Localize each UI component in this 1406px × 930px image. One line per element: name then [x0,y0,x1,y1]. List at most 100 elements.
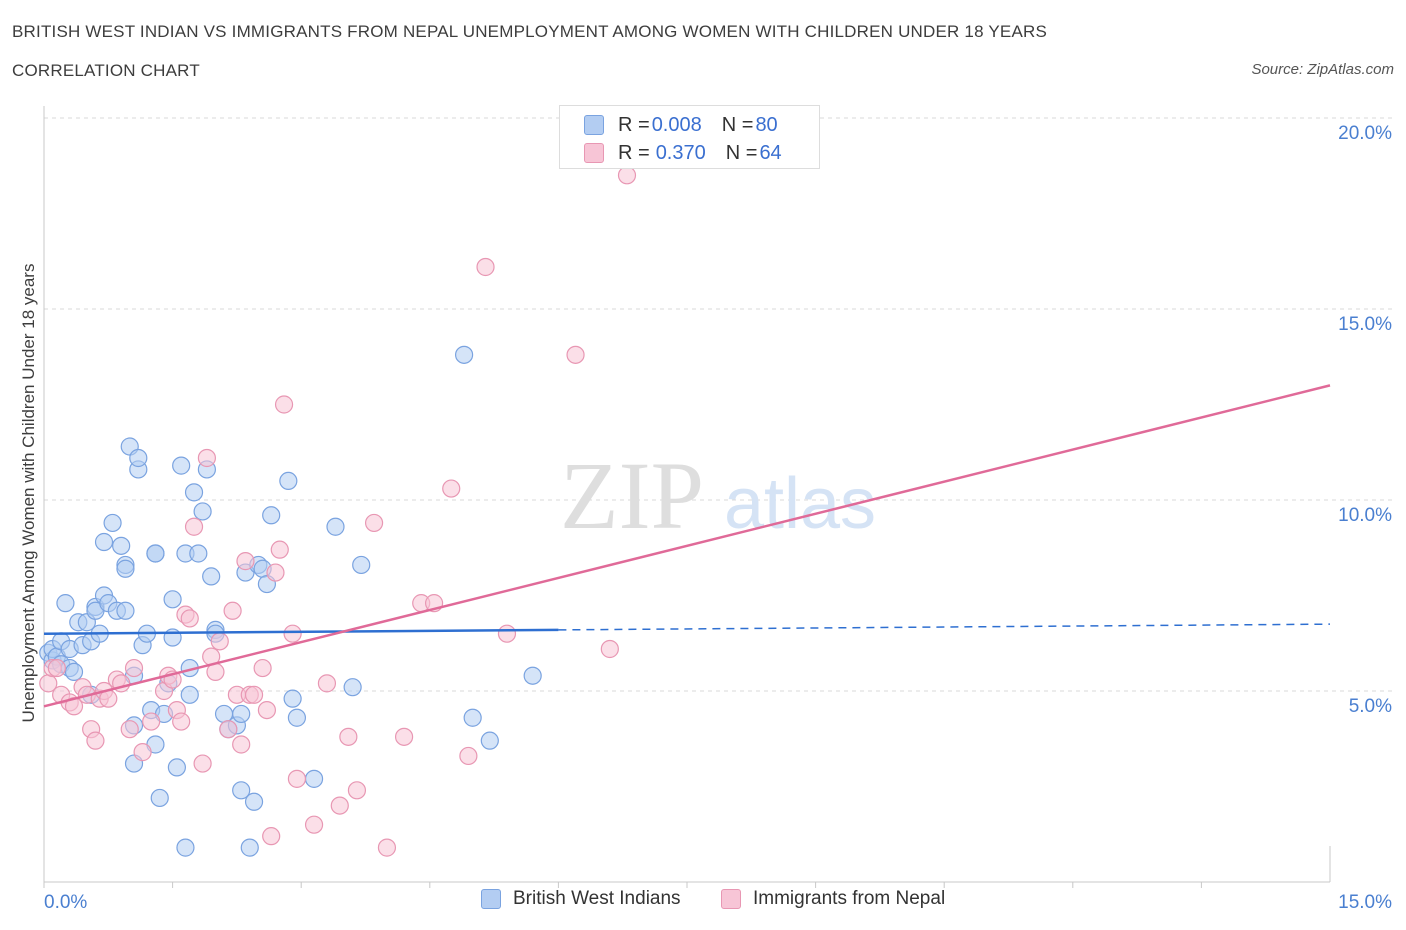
point-immigrants-from-nepal [566,345,585,364]
point-british-west-indians [279,471,298,490]
legend-item-british-west-indians[interactable]: British West Indians [481,888,681,910]
point-british-west-indians [167,758,186,777]
point-british-west-indians [326,517,345,536]
point-immigrants-from-nepal [180,609,199,628]
point-immigrants-from-nepal [283,624,302,643]
point-british-west-indians [184,483,204,502]
legend: British West Indians Immigrants from Nep… [0,888,1406,916]
point-british-west-indians [232,781,251,800]
point-british-west-indians [283,689,302,708]
point-british-west-indians [176,838,195,857]
chart-title: BRITISH WEST INDIAN VS IMMIGRANTS FROM N… [12,22,1047,41]
point-british-west-indians [64,662,84,682]
point-british-west-indians [112,536,131,555]
stats-swatch-pink [584,143,604,163]
point-immigrants-from-nepal [266,563,285,582]
axes [43,106,1331,888]
point-british-west-indians [463,708,482,727]
stats-n-value: 64 [759,141,782,164]
point-immigrants-from-nepal [257,700,277,720]
chart-subtitle: CORRELATION CHART [12,61,200,80]
point-immigrants-from-nepal [600,639,619,659]
point-british-west-indians [146,544,165,563]
tick-labels: 5.0% 10.0% 15.0% 20.0% 0.0% 15.0% [44,123,1392,913]
point-british-west-indians [232,704,251,724]
grid-lines [44,117,1392,692]
stats-n-label: N = [725,141,758,164]
point-british-west-indians [352,555,371,575]
trend-line-british-west-indians [43,628,559,635]
point-british-west-indians [193,502,212,521]
y-tick-label: 10.0% [1338,505,1392,526]
point-immigrants-from-nepal [459,746,478,766]
stats-row-blue: R = 0.008 N = 80 [584,112,778,138]
legend-swatch-blue [481,889,501,909]
point-immigrants-from-nepal [304,815,324,834]
stats-box: R = 0.008 N = 80 R = 0.370 N = 64 [559,105,820,169]
legend-label: British West Indians [513,888,681,909]
legend-item-immigrants-from-nepal[interactable]: Immigrants from Nepal [721,888,945,910]
series-immigrants-from-nepal [39,166,637,857]
point-british-west-indians [172,456,191,475]
watermark-zip: ZIP [560,442,704,549]
point-immigrants-from-nepal [442,479,461,498]
point-immigrants-from-nepal [219,720,238,739]
point-immigrants-from-nepal [330,796,349,815]
point-immigrants-from-nepal [236,552,255,571]
point-immigrants-from-nepal [133,743,152,762]
stats-r-value: 0.370 [655,141,706,164]
point-immigrants-from-nepal [317,674,337,693]
stats-swatch-blue [584,115,604,135]
point-immigrants-from-nepal [364,513,384,533]
x-tick-label: 0.0% [44,892,87,913]
x-tick-label: 15.0% [1338,892,1392,913]
point-immigrants-from-nepal [124,658,144,678]
point-immigrants-from-nepal [274,395,294,414]
point-british-west-indians [116,601,135,620]
point-immigrants-from-nepal [172,712,191,731]
point-british-west-indians [163,590,182,609]
legend-label: Immigrants from Nepal [753,888,946,909]
legend-swatch-pink [721,889,741,909]
point-immigrants-from-nepal [142,712,161,731]
point-british-west-indians [480,731,499,750]
point-british-west-indians [94,532,114,552]
point-immigrants-from-nepal [232,735,251,754]
point-immigrants-from-nepal [120,720,139,739]
point-british-west-indians [523,666,542,685]
trend-extension-british-west-indians [558,623,1331,631]
point-immigrants-from-nepal [253,658,272,678]
point-immigrants-from-nepal [223,601,242,620]
point-immigrants-from-nepal [617,166,637,185]
y-axis-label: Unemployment Among Women with Children U… [19,264,38,723]
y-tick-label: 5.0% [1349,696,1392,717]
stats-row-pink: R = 0.370 N = 64 [584,140,782,166]
stats-r-label: R = [618,141,650,164]
point-british-west-indians [129,448,148,468]
point-british-west-indians [454,345,474,364]
point-immigrants-from-nepal [497,624,517,643]
y-tick-label: 20.0% [1338,123,1392,144]
point-british-west-indians [262,506,281,525]
point-british-west-indians [202,567,221,586]
stats-n-value: 80 [755,113,778,136]
stats-n-label: N = [721,113,754,136]
point-immigrants-from-nepal [347,781,367,800]
trend-lines [43,384,1331,708]
point-british-west-indians [150,788,169,808]
point-immigrants-from-nepal [86,731,105,750]
point-immigrants-from-nepal [197,448,216,468]
trend-line-immigrants-from-nepal [43,384,1331,708]
point-immigrants-from-nepal [270,540,289,559]
point-british-west-indians [103,513,122,533]
point-immigrants-from-nepal [47,658,66,678]
point-immigrants-from-nepal [377,838,397,857]
point-british-west-indians [56,594,75,613]
stats-r-value: 0.008 [651,113,702,136]
point-immigrants-from-nepal [287,769,307,788]
point-immigrants-from-nepal [184,517,204,536]
watermark: ZIP atlas [560,442,876,549]
point-british-west-indians [189,544,208,563]
point-british-west-indians [240,838,259,857]
